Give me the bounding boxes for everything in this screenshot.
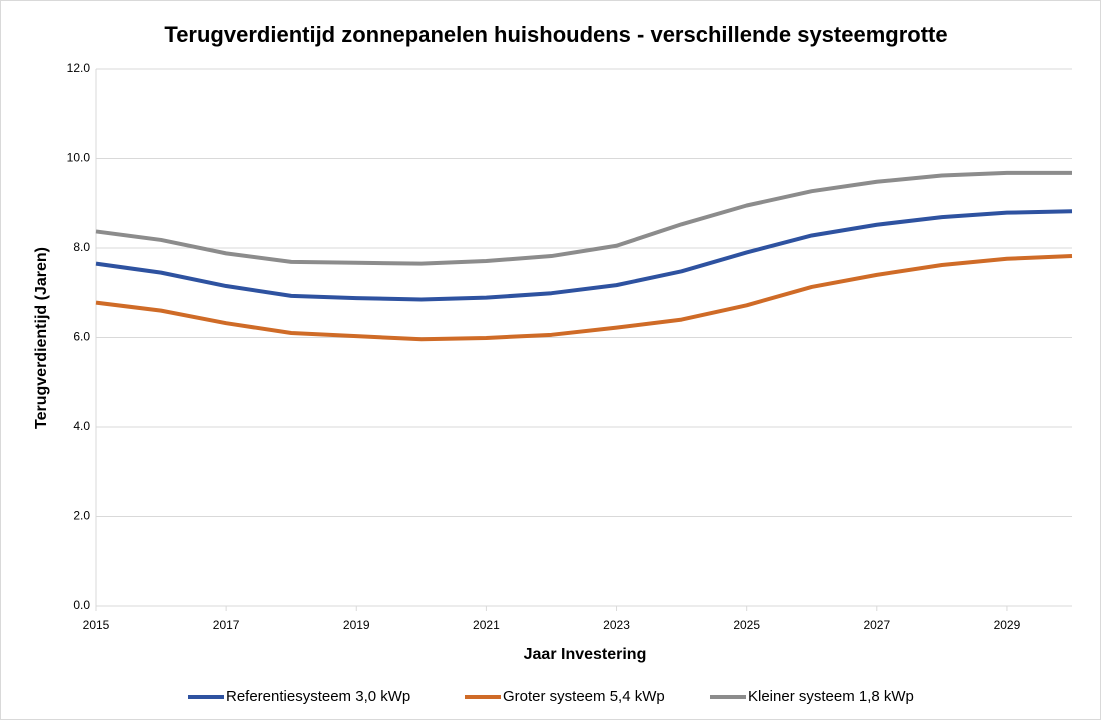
x-tick-label: 2027 (863, 618, 890, 632)
x-tick-label: 2021 (473, 618, 500, 632)
y-tick-label: 4.0 (73, 419, 90, 433)
x-tick-label: 2017 (213, 618, 240, 632)
x-axis-title: Jaar Investering (524, 646, 647, 663)
series-line (95, 209, 1073, 302)
x-tick-label: 2023 (603, 618, 630, 632)
x-tick-label: 2015 (83, 618, 110, 632)
series-line (95, 170, 1072, 266)
chart-title: Terugverdientijd zonnepanelen huishouden… (164, 22, 947, 47)
y-axis-title: Terugverdientijd (Jaren) (33, 247, 50, 429)
series-line (95, 254, 1073, 342)
legend-label: Kleiner systeem 1,8 kWp (748, 688, 914, 705)
y-tick-label: 8.0 (73, 240, 90, 254)
y-tick-label: 12.0 (67, 61, 91, 75)
legend-label: Groter systeem 5,4 kWp (503, 688, 665, 705)
x-tick-label: 2019 (343, 618, 370, 632)
y-tick-label: 6.0 (73, 330, 90, 344)
y-tick-label: 10.0 (67, 151, 91, 165)
x-tick-label: 2025 (733, 618, 760, 632)
y-tick-label: 2.0 (73, 509, 90, 523)
x-tick-label: 2029 (994, 618, 1021, 632)
y-tick-label: 0.0 (73, 598, 90, 612)
legend-label: Referentiesysteem 3,0 kWp (226, 688, 410, 705)
